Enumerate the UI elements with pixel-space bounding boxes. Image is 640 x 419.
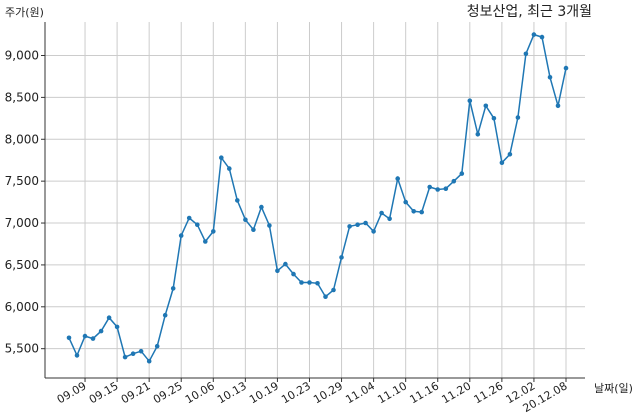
data-point: [483, 103, 489, 109]
data-point: [499, 160, 505, 165]
y-tick-labels: 5,500 6,000 6,500 7,000 7,500 8,000 8,500 9,000: [5, 49, 45, 356]
data-point: [539, 34, 545, 40]
data-point: [387, 216, 392, 222]
data-point: [323, 294, 328, 300]
data-point: [315, 281, 320, 286]
data-point: [299, 280, 304, 285]
data-point: [491, 116, 497, 121]
data-point: [211, 229, 216, 234]
data-point: [219, 155, 224, 160]
x-tick-label: 10.06: [183, 379, 217, 406]
data-point: [307, 280, 312, 285]
y-tick-label: 6,500: [5, 258, 39, 272]
data-point: [555, 103, 561, 109]
data-point: [467, 98, 473, 103]
data-point: [283, 261, 288, 267]
data-point: [259, 204, 264, 210]
x-tick-label: 11.16: [407, 379, 441, 406]
y-tick-label: 5,500: [5, 342, 39, 356]
data-point: [122, 354, 128, 360]
data-point: [203, 239, 208, 244]
axes-layer: [44, 22, 585, 379]
data-point: [178, 233, 184, 238]
y-tick-label: 7,000: [5, 216, 39, 230]
x-tick-label: 10.13: [215, 379, 249, 406]
data-point: [475, 131, 481, 137]
data-point: [411, 209, 417, 214]
y-tick-label: 9,000: [5, 49, 39, 63]
x-tick-label: 10.19: [247, 379, 281, 406]
data-point: [451, 178, 457, 184]
data-point: [98, 328, 104, 334]
data-point: [251, 227, 256, 232]
data-point: [106, 315, 112, 321]
data-point: [379, 210, 384, 216]
x-tick-label: 09.25: [151, 379, 185, 406]
data-point: [82, 333, 88, 339]
data-point: [138, 348, 144, 354]
data-point: [267, 223, 272, 228]
data-point: [154, 343, 160, 349]
price-series-line: [68, 33, 567, 363]
data-point: [523, 51, 529, 57]
data-point: [243, 217, 248, 222]
data-point: [507, 152, 513, 157]
data-point: [291, 271, 296, 277]
data-point: [515, 115, 521, 120]
data-point: [427, 184, 433, 190]
data-point: [459, 171, 465, 176]
data-point: [162, 312, 168, 318]
x-tick-label: 11.26: [472, 379, 506, 406]
data-point: [531, 32, 537, 37]
data-point: [227, 166, 232, 171]
grid-layer: [45, 22, 585, 378]
data-point: [339, 255, 344, 260]
x-tick-labels: 09.0909.1509.2109.2510.0610.1310.1910.23…: [55, 378, 570, 415]
y-tick-label: 8,500: [5, 90, 39, 104]
x-tick-label: 09.21: [119, 379, 153, 406]
data-point: [66, 335, 72, 341]
data-point: [363, 220, 368, 226]
data-point: [371, 229, 376, 234]
data-point: [395, 176, 401, 181]
data-point: [419, 209, 425, 215]
data-point: [114, 324, 120, 330]
data-point: [355, 222, 360, 227]
x-tick-label: 11.20: [440, 379, 474, 406]
data-point: [563, 65, 569, 71]
y-tick-label: 8,000: [5, 132, 39, 146]
data-point: [331, 287, 336, 293]
y-tick-label: 6,000: [5, 300, 39, 314]
series-layer: [66, 32, 569, 364]
data-point: [443, 186, 449, 191]
x-tick-label: 09.09: [55, 379, 89, 406]
data-point: [186, 215, 192, 221]
data-point: [74, 353, 80, 358]
data-point: [146, 358, 152, 364]
y-tick-label: 7,500: [5, 174, 39, 188]
data-point: [90, 336, 96, 341]
data-point: [170, 286, 176, 291]
x-tick-label: 09.15: [87, 379, 121, 406]
y-axis-title: 주가(원): [5, 6, 44, 19]
data-point: [275, 268, 280, 274]
x-tick-label: 10.23: [279, 379, 313, 406]
data-point: [235, 198, 240, 203]
data-point: [547, 75, 553, 80]
data-point: [195, 222, 200, 227]
x-tick-label: 11.04: [343, 379, 377, 406]
x-tick-label: 10.29: [311, 379, 345, 406]
x-tick-label: 11.10: [375, 379, 409, 406]
data-point: [347, 224, 352, 229]
chart-title: 청보산업, 최근 3개월: [467, 4, 592, 20]
data-point: [130, 351, 136, 357]
x-axis-title: 날짜(일): [594, 381, 633, 395]
data-point: [435, 187, 441, 192]
data-point: [403, 199, 409, 205]
